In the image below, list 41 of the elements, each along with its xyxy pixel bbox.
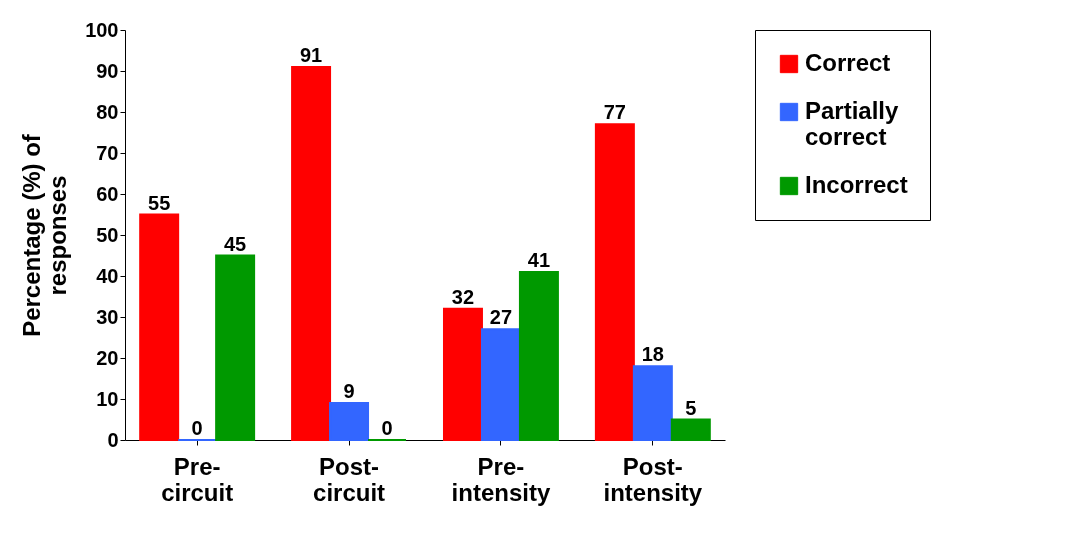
y-tick-label: 100 — [85, 18, 119, 41]
x-tick-label: Post-intensity — [603, 452, 703, 506]
y-tick-label: 90 — [96, 59, 119, 82]
y-tick-label: 0 — [107, 428, 119, 451]
legend-label: Partially correct — [805, 97, 900, 150]
y-tick-label: 80 — [96, 100, 119, 123]
data-label: 41 — [527, 248, 551, 271]
bar — [480, 328, 521, 441]
y-tick-label: 40 — [96, 264, 119, 287]
data-label: 55 — [148, 191, 171, 214]
y-tick-label: 60 — [96, 182, 119, 205]
bar — [632, 365, 673, 441]
bar — [329, 402, 370, 441]
legend-label: Correct — [805, 49, 891, 76]
y-axis-title: Percentage (%) of responses — [18, 133, 72, 337]
data-label: 77 — [603, 101, 626, 124]
y-tick-label: 10 — [96, 387, 119, 410]
data-label: 0 — [381, 417, 393, 439]
x-tick-label: Pre-intensity — [451, 452, 551, 506]
bar — [215, 254, 256, 441]
x-tick-label: Pre-circuit — [161, 452, 234, 506]
data-label: 9 — [343, 380, 355, 403]
y-tick-label: 50 — [96, 223, 119, 246]
y-tick-label: 70 — [96, 141, 119, 164]
bar — [670, 418, 711, 441]
data-label: 27 — [489, 306, 513, 329]
bar — [291, 65, 332, 441]
data-label: 91 — [299, 43, 323, 66]
y-tick-label: 20 — [96, 346, 119, 369]
data-label: 18 — [641, 343, 664, 366]
bar — [139, 213, 180, 441]
data-label: 32 — [451, 285, 475, 308]
legend-label: Incorrect — [805, 171, 908, 198]
data-label: 5 — [685, 396, 697, 419]
bar — [518, 270, 559, 441]
bar — [442, 307, 483, 441]
data-label: 0 — [191, 417, 203, 439]
x-tick-label: Post-circuit — [313, 452, 386, 506]
y-tick-label: 30 — [96, 305, 119, 328]
data-label: 45 — [224, 232, 247, 255]
bar — [594, 123, 635, 441]
